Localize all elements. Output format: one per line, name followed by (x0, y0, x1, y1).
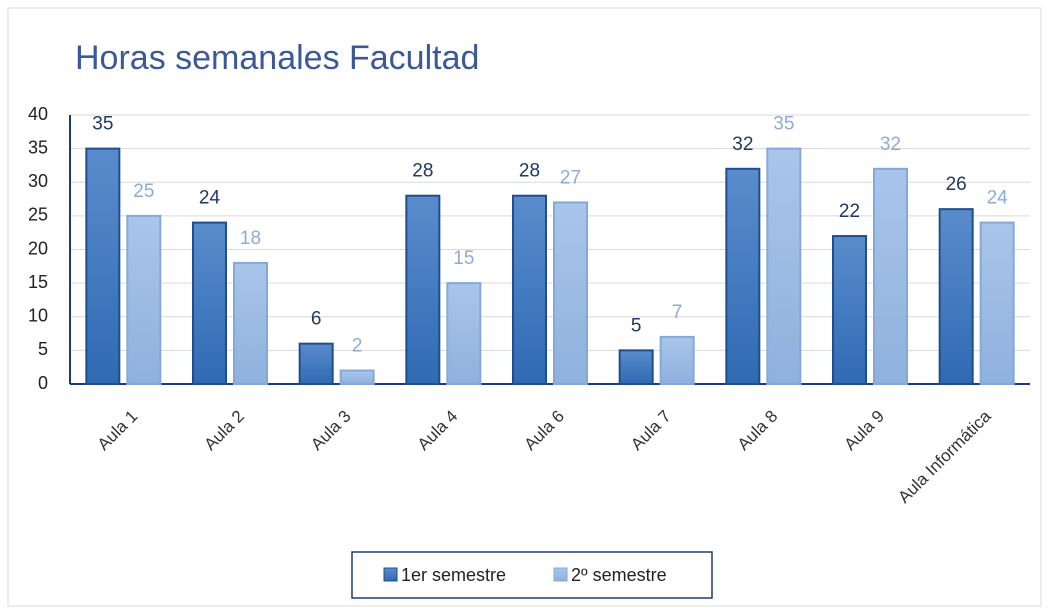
bar (126, 214, 162, 385)
chart-title: Horas semanales Facultad (75, 39, 479, 77)
bar (938, 208, 974, 385)
bar (405, 194, 441, 385)
y-tick-label: 15 (28, 272, 48, 292)
bar (618, 349, 654, 385)
y-tick-label: 0 (38, 373, 48, 393)
bar (659, 335, 695, 385)
legend-label: 1er semestre (401, 565, 506, 585)
bar (339, 369, 375, 385)
data-label: 2 (352, 336, 363, 357)
y-tick-label: 25 (28, 205, 48, 225)
data-label: 24 (987, 188, 1009, 209)
data-label: 35 (92, 114, 113, 135)
y-tick-label: 10 (28, 306, 48, 326)
data-label: 26 (946, 174, 967, 195)
bar (979, 221, 1015, 385)
bar (512, 194, 547, 385)
data-label: 5 (631, 315, 642, 336)
data-label: 28 (412, 161, 433, 182)
data-label: 24 (199, 188, 221, 209)
bar (766, 147, 802, 385)
y-tick-label: 5 (38, 339, 48, 359)
legend-swatch (553, 567, 568, 582)
data-label: 15 (453, 248, 474, 269)
data-label: 6 (311, 309, 322, 330)
data-label: 22 (839, 201, 860, 222)
data-label: 27 (560, 167, 581, 188)
bar (192, 221, 227, 385)
bar (832, 235, 867, 385)
bar (725, 167, 761, 385)
data-label: 32 (732, 134, 753, 155)
bar (446, 282, 482, 385)
bar (233, 261, 268, 386)
data-label: 25 (133, 181, 154, 202)
legend-swatch (383, 567, 398, 582)
data-label: 35 (773, 114, 794, 135)
data-label: 28 (519, 161, 540, 182)
y-tick-label: 30 (28, 171, 48, 191)
data-label: 7 (672, 302, 683, 323)
y-tick-label: 35 (28, 137, 48, 157)
data-label: 18 (240, 228, 261, 249)
y-tick-label: 20 (28, 238, 48, 258)
bar (298, 342, 334, 385)
y-tick-label: 40 (28, 104, 48, 124)
legend (351, 551, 713, 599)
data-label: 32 (880, 134, 901, 155)
legend-label: 2º semestre (571, 565, 667, 585)
bar (553, 201, 588, 385)
bar (873, 167, 908, 385)
bar (85, 147, 121, 385)
